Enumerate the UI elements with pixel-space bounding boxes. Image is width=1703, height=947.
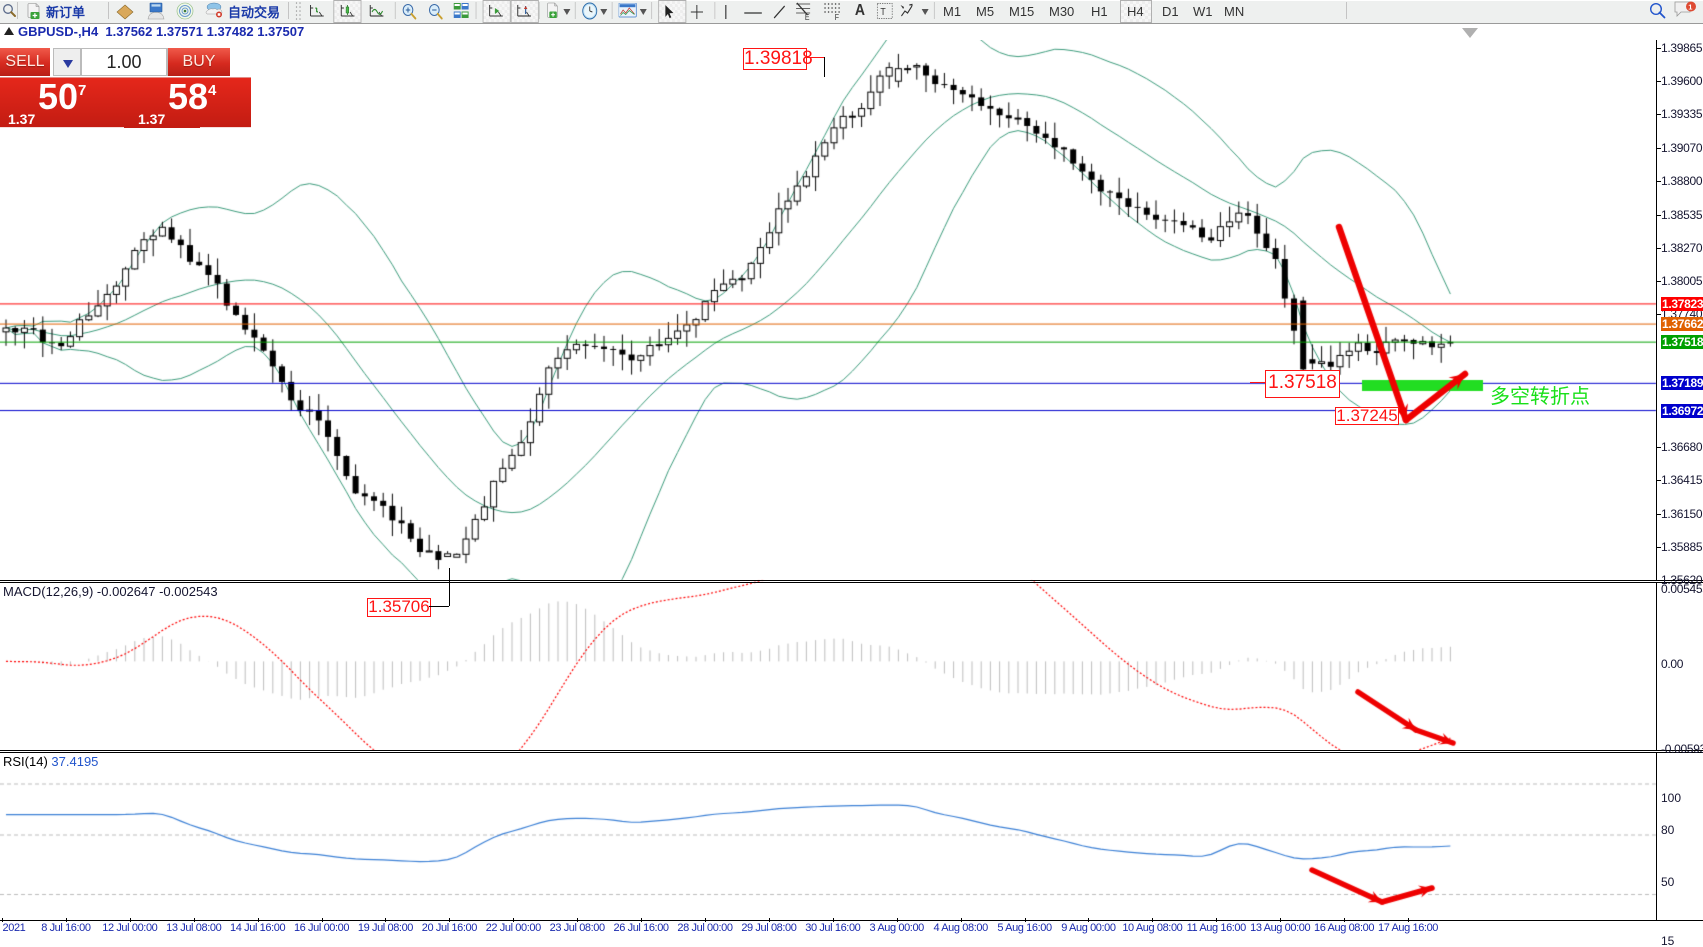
svg-text:T: T [880, 5, 886, 17]
svg-text:E: E [805, 13, 810, 21]
svg-text:F: F [835, 13, 840, 21]
svg-text:1: 1 [1688, 2, 1692, 11]
